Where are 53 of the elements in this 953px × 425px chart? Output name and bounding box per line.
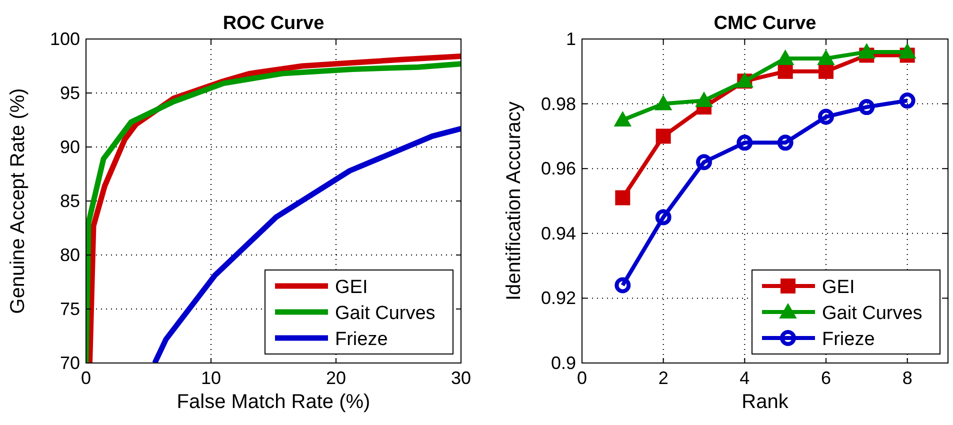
point: [898, 43, 916, 58]
legend-label: Frieze: [335, 329, 388, 350]
point: [818, 50, 834, 65]
y-tick-label: 0.92: [540, 288, 576, 308]
point: [736, 134, 753, 151]
legend-label: Gait Curves: [822, 303, 922, 324]
point: [776, 50, 794, 65]
point: [899, 92, 916, 109]
point: [656, 128, 671, 144]
point: [655, 209, 672, 226]
x-axis-title: Rank: [742, 391, 790, 413]
point: [858, 43, 876, 58]
x-axis-title: False Match Rate (%): [176, 391, 370, 413]
point: [858, 99, 875, 116]
x-tick-label: 8: [902, 368, 912, 388]
legend-label: GEI: [822, 277, 855, 298]
y-axis-title: Genuine Accept Rate (%): [7, 88, 29, 314]
y-axis-title: Identification Accuracy: [503, 102, 525, 300]
y-tick-label: 90: [60, 137, 80, 157]
y-tick-label: 0.9: [550, 353, 576, 373]
x-tick-label: 2: [658, 368, 668, 388]
x-tick-label: 30: [450, 368, 472, 388]
point: [777, 134, 794, 151]
legend-label: Frieze: [822, 329, 875, 350]
chart-title: CMC Curve: [714, 13, 816, 34]
x-tick-label: 20: [326, 368, 346, 388]
y-tick-label: 85: [60, 191, 80, 211]
x-tick-label: 0: [80, 368, 92, 388]
y-tick-label: 0.98: [540, 94, 576, 114]
x-tick-label: 0: [576, 368, 588, 388]
chart-title: ROC Curve: [222, 13, 324, 34]
point: [615, 190, 630, 206]
y-tick-label: 0.94: [540, 223, 576, 244]
point: [614, 277, 631, 294]
y-tick-label: 1: [566, 29, 576, 49]
point: [818, 108, 834, 125]
point: [696, 154, 712, 170]
y-tick-label: 75: [60, 299, 80, 319]
y-tick-label: 95: [60, 83, 80, 103]
point: [614, 112, 632, 126]
x-tick-label: 10: [200, 368, 222, 388]
y-tick-label: 70: [60, 353, 80, 373]
legend-label: GEI: [335, 277, 368, 298]
y-tick-label: 80: [60, 245, 80, 265]
y-tick-label: 0.96: [540, 158, 576, 179]
point: [818, 64, 834, 79]
x-tick-label: 4: [740, 368, 750, 388]
y-tick-label: 100: [50, 29, 80, 49]
point: [778, 64, 793, 79]
x-tick-label: 6: [820, 368, 832, 388]
point: [654, 95, 672, 110]
point: [696, 92, 712, 108]
legend-label: Gait Curves: [335, 303, 436, 324]
